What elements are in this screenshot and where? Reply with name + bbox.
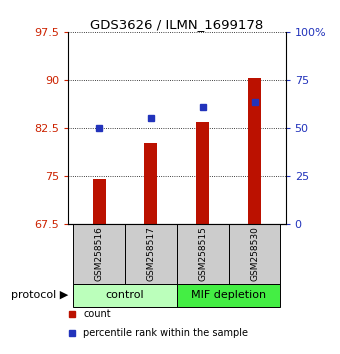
Text: GSM258515: GSM258515 <box>198 227 207 281</box>
Bar <box>177 224 228 284</box>
Bar <box>248 78 261 224</box>
Text: control: control <box>106 290 144 301</box>
Text: percentile rank within the sample: percentile rank within the sample <box>83 327 248 338</box>
Text: MIF depletion: MIF depletion <box>191 290 266 301</box>
Bar <box>92 178 105 224</box>
Bar <box>177 284 280 307</box>
Bar <box>196 122 209 224</box>
Text: protocol ▶: protocol ▶ <box>11 290 68 301</box>
Bar <box>73 224 125 284</box>
Text: count: count <box>83 309 111 319</box>
Bar <box>228 224 280 284</box>
Title: GDS3626 / ILMN_1699178: GDS3626 / ILMN_1699178 <box>90 18 264 31</box>
Text: GSM258516: GSM258516 <box>95 227 104 281</box>
Text: GSM258530: GSM258530 <box>250 227 259 281</box>
Bar <box>144 143 157 224</box>
Bar <box>73 284 177 307</box>
Text: GSM258517: GSM258517 <box>147 227 155 281</box>
Bar <box>125 224 177 284</box>
